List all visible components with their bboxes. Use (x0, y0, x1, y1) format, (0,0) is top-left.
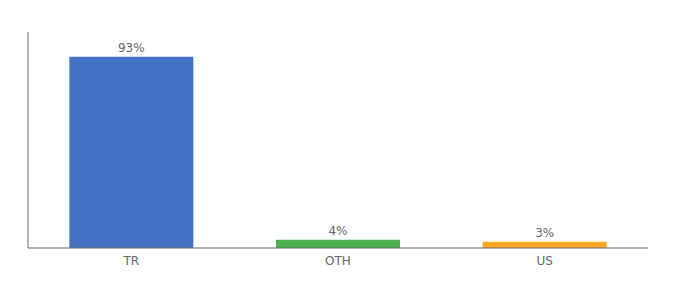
svg-text:OTH: OTH (325, 254, 351, 268)
svg-text:93%: 93% (118, 41, 145, 55)
svg-text:4%: 4% (328, 224, 347, 238)
svg-text:TR: TR (122, 254, 139, 268)
svg-text:3%: 3% (535, 226, 554, 240)
svg-text:US: US (536, 254, 552, 268)
